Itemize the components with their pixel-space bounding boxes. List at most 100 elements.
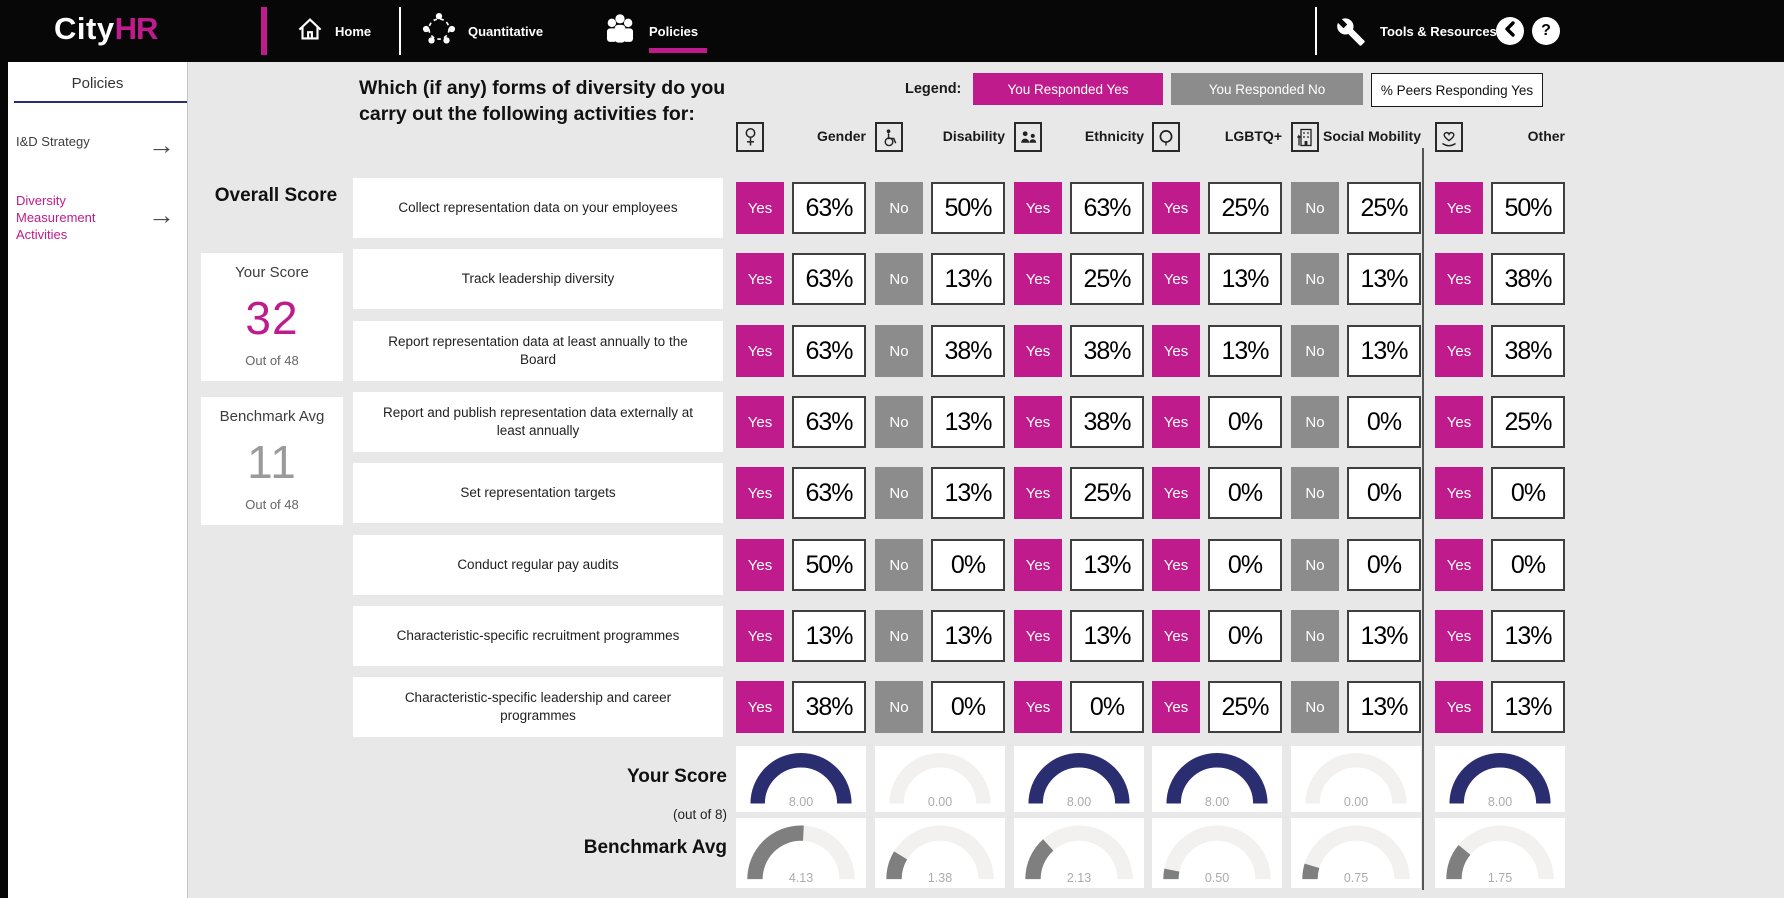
- nav-divider: [399, 7, 401, 55]
- peers-percentage: 50%: [931, 182, 1005, 234]
- response-badge-no: No: [875, 539, 923, 591]
- gauge-your-score-0: 8.00: [736, 746, 866, 812]
- response-badge-no: No: [1291, 182, 1339, 234]
- response-cell: Yes 13%: [1014, 535, 1146, 595]
- response-cell: Yes 25%: [1014, 249, 1146, 309]
- peers-percentage: 13%: [1208, 325, 1282, 377]
- logo-city: City: [54, 11, 115, 46]
- peers-percentage: 13%: [1347, 681, 1421, 733]
- nav-item-label: Quantitative: [468, 23, 544, 39]
- peers-percentage: 13%: [1491, 681, 1565, 733]
- response-badge-no: No: [875, 681, 923, 733]
- response-cell: No 13%: [1291, 677, 1423, 737]
- peers-percentage: 0%: [931, 681, 1005, 733]
- response-cell: Yes 0%: [1152, 392, 1284, 452]
- arrow-right-icon: →: [148, 200, 175, 231]
- gauge-out-of-label: (out of 8): [672, 807, 727, 822]
- response-cell: Yes 0%: [1152, 535, 1284, 595]
- nav-active-underline: [649, 48, 707, 53]
- sidebar-title: Policies: [71, 75, 124, 92]
- gauge-your-score-4: 0.00: [1291, 746, 1421, 812]
- peers-percentage: 63%: [792, 325, 866, 377]
- peers-percentage: 13%: [931, 610, 1005, 662]
- nav-item-quantitative[interactable]: Quantitative: [420, 0, 543, 62]
- response-badge-no: No: [1291, 610, 1339, 662]
- peers-percentage: 13%: [1070, 610, 1144, 662]
- response-badge-no: No: [875, 396, 923, 448]
- response-badge-yes: Yes: [1014, 182, 1062, 234]
- column-header-gender: Gender: [736, 122, 866, 152]
- back-button[interactable]: [1496, 17, 1524, 45]
- response-cell: Yes 38%: [1014, 392, 1146, 452]
- response-cell: Yes 63%: [736, 321, 868, 381]
- nav-item-label: Policies: [649, 23, 699, 39]
- activity-label: Track leadership diversity: [353, 249, 723, 309]
- peers-percentage: 63%: [792, 396, 866, 448]
- response-cell: No 0%: [1291, 463, 1423, 523]
- response-cell: Yes 13%: [1014, 606, 1146, 666]
- peers-percentage: 13%: [792, 610, 866, 662]
- gauge-value: 2.13: [1066, 871, 1092, 885]
- gauge-value: 0.00: [1343, 795, 1369, 809]
- response-badge-yes: Yes: [736, 467, 784, 519]
- legend-chip-peers: % Peers Responding Yes: [1371, 73, 1543, 107]
- gauge-value: 1.38: [927, 871, 953, 885]
- nav-item-home[interactable]: Home: [295, 0, 371, 62]
- peers-percentage: 63%: [1070, 182, 1144, 234]
- response-cell: Yes 63%: [736, 463, 868, 523]
- response-cell: Yes 38%: [736, 677, 868, 737]
- response-cell: Yes 13%: [1435, 677, 1567, 737]
- help-button[interactable]: ?: [1532, 17, 1560, 45]
- column-header-label: LGBTQ+: [1224, 128, 1282, 144]
- peers-percentage: 38%: [792, 681, 866, 733]
- peers-percentage: 50%: [1491, 182, 1565, 234]
- gauge-your-score-2: 8.00: [1014, 746, 1144, 812]
- response-cell: Yes 0%: [1152, 463, 1284, 523]
- peers-percentage: 13%: [1070, 539, 1144, 591]
- response-badge-yes: Yes: [1014, 325, 1062, 377]
- logo-hr: HR: [114, 11, 159, 46]
- sidebar-item-id-strategy[interactable]: I&D Strategy →: [16, 130, 177, 163]
- column-header-label: Disability: [942, 128, 1005, 144]
- sidebar-item-diversity-measurement-activities[interactable]: Diversity Measurement Activities →: [16, 193, 177, 244]
- peers-percentage: 0%: [1347, 467, 1421, 519]
- nav-item-policies[interactable]: Policies: [601, 0, 707, 62]
- gender-icon: [736, 122, 764, 152]
- chevron-left-icon: [1503, 20, 1517, 42]
- your-score-title: Your Score: [235, 264, 309, 281]
- your-score-card: Your Score 32 Out of 48: [201, 253, 343, 381]
- response-badge-no: No: [875, 182, 923, 234]
- response-cell: Yes 13%: [1152, 321, 1284, 381]
- gauge-benchmark-5: 1.75: [1435, 818, 1565, 888]
- response-cell: No 0%: [875, 677, 1007, 737]
- gauge-your-score-5: 8.00: [1435, 746, 1565, 812]
- response-cell: No 38%: [875, 321, 1007, 381]
- ethnicity-icon: [1014, 122, 1042, 152]
- gauge-your-score-1: 0.00: [875, 746, 1005, 812]
- activity-label: Conduct regular pay audits: [353, 535, 723, 595]
- response-cell: Yes 0%: [1435, 535, 1567, 595]
- response-badge-yes: Yes: [1014, 539, 1062, 591]
- legend-label: Legend:: [905, 81, 962, 97]
- gauge-value: 0.00: [927, 795, 953, 809]
- sidebar-rule: [14, 101, 187, 103]
- gauge-value: 8.00: [1066, 795, 1092, 809]
- gauge-value: 0.50: [1204, 871, 1230, 885]
- response-cell: Yes 0%: [1152, 606, 1284, 666]
- column-header-label: Gender: [816, 128, 866, 144]
- tools-icon: [1336, 17, 1366, 52]
- peers-percentage: 0%: [1347, 396, 1421, 448]
- response-badge-yes: Yes: [1152, 681, 1200, 733]
- response-badge-yes: Yes: [1014, 467, 1062, 519]
- response-cell: Yes 38%: [1014, 321, 1146, 381]
- quantitative-icon: [420, 11, 458, 52]
- legend-chip-no: You Responded No: [1171, 73, 1363, 105]
- tools-resources-link[interactable]: Tools & Resources: [1380, 23, 1497, 39]
- home-icon: [295, 14, 325, 49]
- column-header-lgbtq-: LGBTQ+: [1152, 122, 1282, 152]
- gauge-benchmark-2: 2.13: [1014, 818, 1144, 888]
- peers-percentage: 25%: [1070, 467, 1144, 519]
- sidebar-item-label: Diversity Measurement Activities: [16, 193, 96, 242]
- response-badge-no: No: [1291, 681, 1339, 733]
